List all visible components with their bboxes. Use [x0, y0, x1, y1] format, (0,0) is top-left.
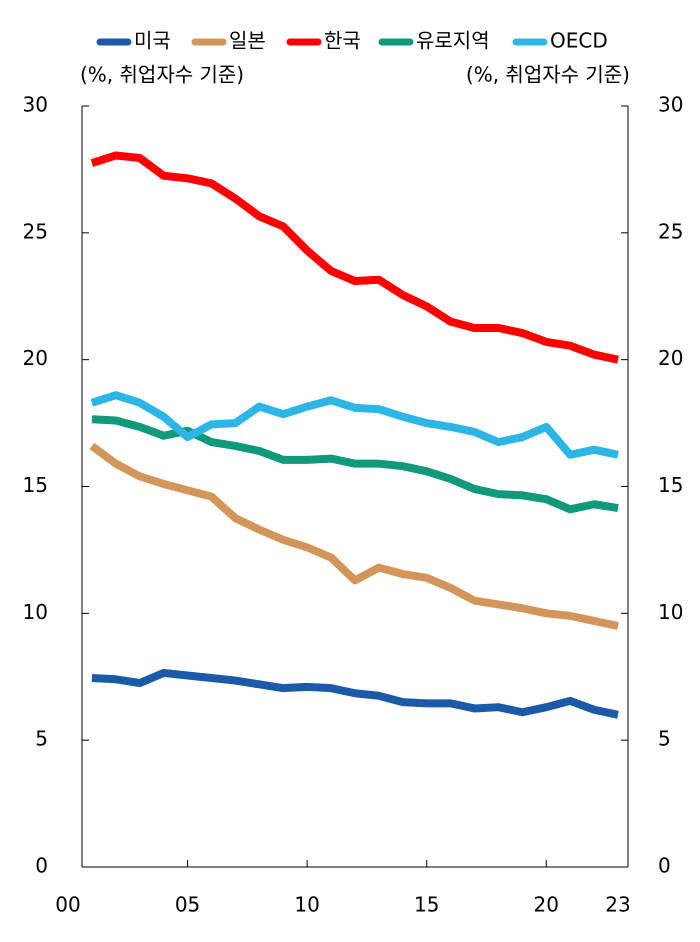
legend-label: 유로지역 — [416, 29, 490, 53]
y-tick-label: 0 — [35, 854, 48, 878]
y2-tick-label: 25 — [658, 219, 683, 243]
y2-tick-label: 0 — [658, 854, 671, 878]
x-tick-label: 10 — [294, 893, 319, 917]
y-tick-label: 20 — [23, 346, 48, 370]
x-tick-label: 20 — [534, 893, 559, 917]
y-tick-label: 25 — [23, 219, 48, 243]
y2-tick-label: 5 — [658, 727, 671, 751]
legend-label: 미국 — [134, 29, 171, 53]
y-tick-label: 5 — [35, 727, 48, 751]
x-tick-label: 00 — [55, 893, 80, 917]
y2-axis-label: (%, 취업자수 기준) — [466, 63, 630, 87]
legend-label: 일본 — [229, 29, 266, 53]
x-tick-label: 15 — [414, 893, 439, 917]
y2-tick-label: 10 — [658, 600, 683, 624]
y-tick-label: 15 — [23, 473, 48, 497]
line-series — [90, 391, 619, 459]
line-series — [89, 442, 619, 630]
line-series — [90, 151, 619, 364]
legend-label: 한국 — [324, 29, 361, 53]
y2-tick-label: 20 — [658, 346, 683, 370]
legend-label: OECD — [550, 29, 608, 53]
y-tick-label: 10 — [23, 600, 48, 624]
x-tick-label: 23 — [605, 893, 630, 917]
x-tick-label: 05 — [175, 893, 200, 917]
y2-tick-label: 15 — [658, 473, 683, 497]
y-axis-label: (%, 취업자수 기준) — [80, 63, 244, 87]
y-tick-label: 30 — [23, 93, 48, 117]
y2-tick-label: 30 — [658, 93, 683, 117]
line-series — [91, 668, 619, 719]
